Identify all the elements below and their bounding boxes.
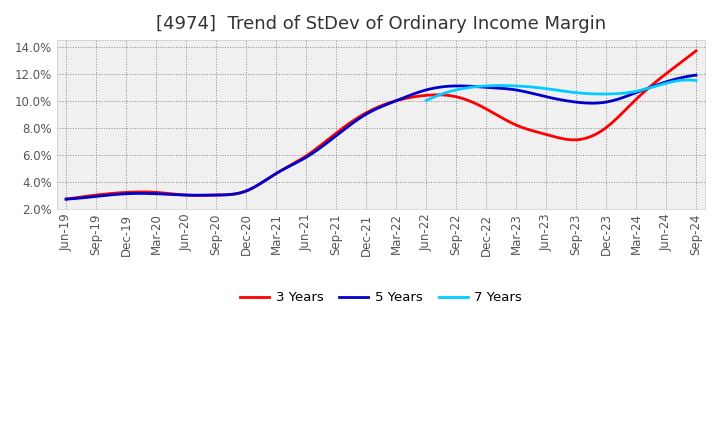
3 Years (361, 111, 369, 116)
5 Years (437, 84, 446, 90)
7 Years (683, 77, 692, 83)
3 Years (62, 197, 71, 202)
5 Years (692, 73, 701, 78)
7 Years (552, 88, 560, 93)
5 Years (365, 110, 374, 115)
Line: 3 Years: 3 Years (66, 51, 696, 199)
7 Years (550, 87, 559, 92)
Line: 7 Years: 7 Years (426, 80, 696, 101)
3 Years (692, 48, 701, 54)
7 Years (685, 77, 694, 83)
7 Years (422, 98, 431, 103)
5 Years (677, 75, 685, 81)
7 Years (643, 86, 652, 91)
Line: 5 Years: 5 Years (66, 75, 696, 199)
5 Years (62, 197, 71, 202)
Legend: 3 Years, 5 Years, 7 Years: 3 Years, 5 Years, 7 Years (235, 286, 527, 309)
5 Years (402, 94, 411, 99)
5 Years (578, 100, 587, 106)
3 Years (437, 92, 446, 98)
3 Years (578, 136, 587, 142)
3 Years (365, 109, 374, 114)
Title: [4974]  Trend of StDev of Ordinary Income Margin: [4974] Trend of StDev of Ordinary Income… (156, 15, 606, 33)
3 Years (402, 95, 411, 101)
5 Years (361, 112, 369, 117)
7 Years (582, 91, 591, 96)
7 Years (568, 90, 577, 95)
3 Years (677, 60, 685, 65)
7 Years (692, 78, 701, 83)
